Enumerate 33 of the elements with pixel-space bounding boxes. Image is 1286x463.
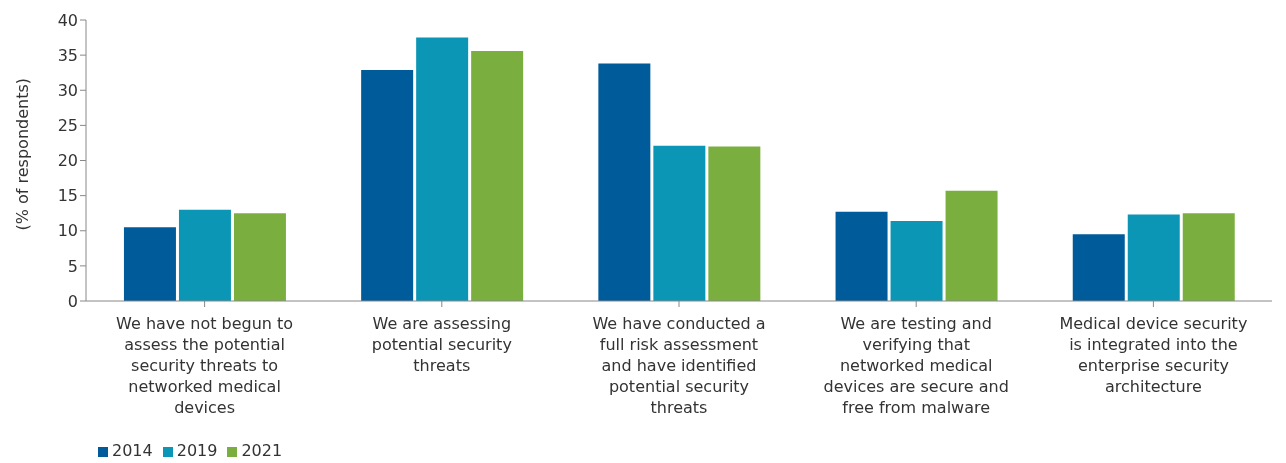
y-tick-label: 0: [67, 291, 78, 311]
bar: [945, 190, 998, 301]
bar: [708, 146, 761, 301]
y-tick-label: 10: [57, 221, 78, 241]
bar: [598, 63, 651, 301]
y-tick-label: 15: [57, 186, 78, 206]
x-tick-label: We have not begun to assess the potential security threats to networked medical devices: [116, 314, 294, 417]
legend-label: 2019: [176, 441, 218, 460]
y-tick-label: 20: [57, 151, 78, 171]
bar: [1182, 213, 1235, 301]
bar: [233, 213, 286, 301]
legend-label: 2014: [112, 441, 153, 460]
x-tick-label: Medical device security is integrated into the enterprise security architecture: [1059, 314, 1248, 396]
bar: [1127, 214, 1180, 301]
x-tick-label: We are testing and verifying that networked medical devices are secure and free from malware: [823, 314, 1009, 417]
bar: [471, 50, 524, 301]
y-tick-label: 35: [57, 45, 78, 65]
legend-label: 2021: [241, 441, 283, 460]
bar: [361, 69, 414, 301]
bar: [416, 37, 469, 301]
y-tick-label: 30: [57, 80, 78, 100]
y-tick-label: 25: [57, 116, 78, 136]
x-tick-label: We are assessing potential security threats: [371, 314, 512, 375]
bar: [653, 145, 706, 301]
y-tick-label: 40: [57, 10, 78, 30]
bar: [890, 220, 943, 301]
bar: [123, 227, 176, 301]
y-axis-title: (% of respondents): [12, 77, 32, 231]
bar: [178, 209, 231, 301]
x-tick-label: We have conducted a full risk assessment and have identified potential security threats: [592, 314, 766, 417]
bar: [835, 211, 888, 301]
y-tick-label: 5: [67, 256, 78, 276]
bar: [1072, 234, 1125, 301]
